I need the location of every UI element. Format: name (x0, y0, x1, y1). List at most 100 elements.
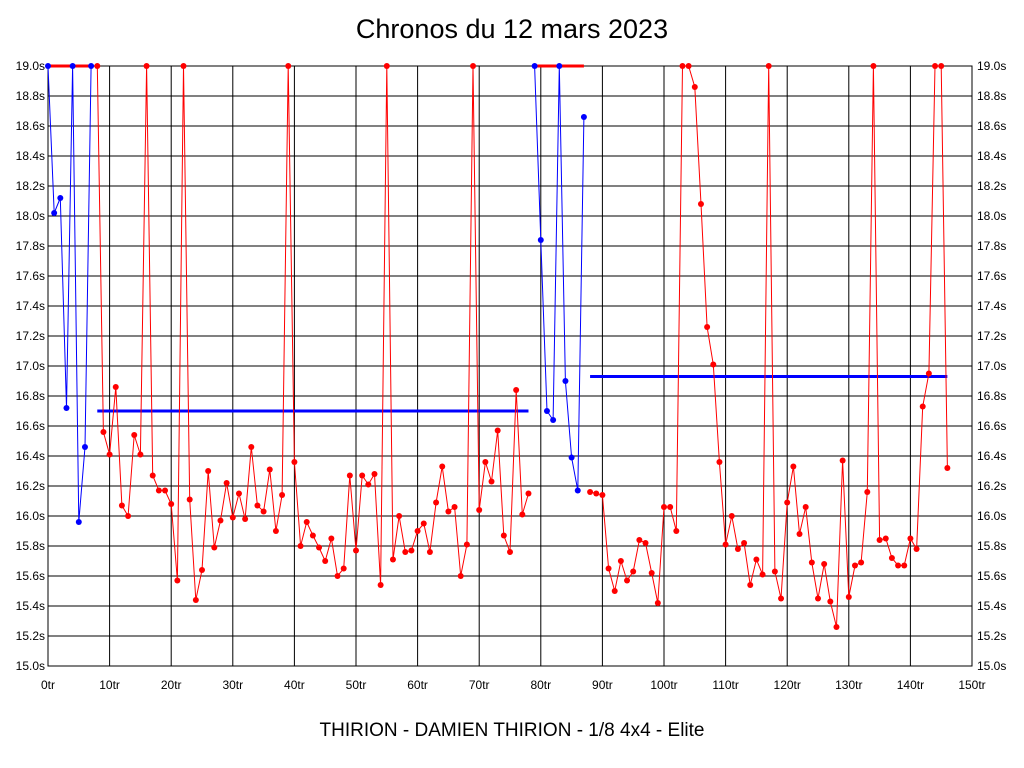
y-tick-label-right: 17.8s (977, 239, 1006, 253)
series-line (534, 65, 585, 491)
y-tick-label-left: 16.6s (16, 419, 45, 433)
data-point (741, 540, 748, 546)
data-point (186, 496, 193, 503)
data-point (716, 459, 723, 465)
y-tick-label-right: 17.0s (977, 359, 1006, 373)
data-point (704, 324, 711, 330)
y-tick-label-left: 15.8s (16, 539, 45, 553)
data-point (593, 490, 600, 497)
data-point (426, 549, 433, 555)
chart-footer: THIRION - DAMIEN THIRION - 1/8 4x4 - Eli… (319, 720, 705, 741)
data-point (617, 558, 624, 564)
y-tick-label-right: 17.2s (977, 329, 1006, 343)
data-point (543, 408, 550, 414)
y-tick-label-right: 16.0s (977, 509, 1006, 523)
data-point (94, 63, 101, 69)
data-point (802, 504, 809, 510)
data-point (174, 577, 181, 584)
data-point (753, 556, 760, 563)
data-point (691, 84, 698, 90)
data-point (340, 565, 347, 572)
data-point (168, 501, 175, 507)
y-tick-label-right: 18.6s (977, 119, 1006, 133)
y-tick-label-right: 19.0s (977, 59, 1006, 73)
data-point (131, 432, 138, 438)
y-tick-label-left: 17.6s (16, 269, 45, 283)
y-tick-label-left: 15.2s (16, 629, 45, 643)
x-tick-label: 150tr (958, 678, 985, 692)
series-group (45, 63, 95, 525)
data-point (285, 63, 292, 69)
data-point (125, 513, 132, 519)
data-point (88, 63, 95, 69)
data-point (845, 594, 852, 600)
data-point (925, 370, 932, 377)
data-point (408, 547, 415, 554)
y-tick-label-left: 17.2s (16, 329, 45, 343)
plot-frame (47, 65, 973, 667)
data-point (654, 600, 661, 606)
data-point (833, 624, 840, 630)
data-point (106, 451, 113, 458)
data-point (359, 472, 366, 479)
data-point (599, 492, 606, 498)
data-point (457, 573, 464, 579)
data-point (223, 480, 230, 486)
data-point (377, 582, 384, 588)
x-tick-label: 130tr (835, 678, 862, 692)
data-point (531, 63, 538, 69)
x-tick-label: 140tr (897, 678, 924, 692)
y-tick-label-left: 18.4s (16, 149, 45, 163)
data-point (882, 535, 889, 542)
data-point (562, 378, 569, 384)
data-point (445, 508, 452, 515)
x-tick-label: 0tr (41, 678, 55, 692)
data-point (316, 544, 323, 551)
x-tick-label: 30tr (222, 678, 243, 692)
y-tick-label-right: 15.6s (977, 569, 1006, 583)
data-point (525, 490, 532, 497)
data-point (636, 537, 643, 543)
data-point (821, 561, 828, 567)
data-point (69, 63, 76, 69)
data-point (248, 444, 255, 450)
y-tick-label-right: 15.0s (977, 659, 1006, 673)
x-tick-label: 80tr (530, 678, 551, 692)
data-point (439, 463, 446, 470)
series-line (96, 65, 529, 601)
data-point (192, 597, 199, 603)
data-point (470, 63, 477, 69)
x-tick-label: 50tr (346, 678, 367, 692)
data-point (679, 63, 686, 69)
data-point (784, 499, 791, 506)
y-tick-label-right: 16.2s (977, 479, 1006, 493)
x-tick-label: 70tr (469, 678, 490, 692)
y-tick-label-right: 18.2s (977, 179, 1006, 193)
x-tick-label: 10tr (99, 678, 120, 692)
data-point (519, 511, 526, 518)
data-point (827, 598, 834, 605)
data-point (815, 595, 821, 602)
series-group (94, 63, 532, 603)
data-point (734, 546, 741, 552)
data-point (229, 514, 236, 521)
data-point (402, 549, 409, 555)
data-point (272, 528, 279, 534)
data-point (81, 444, 88, 450)
data-point (587, 489, 594, 495)
data-point (765, 63, 772, 69)
data-point (673, 528, 680, 534)
axis-ticks: 0tr 10tr 20tr 30tr 40tr 50tr 60tr 70tr 80tr 90tr 1… (16, 59, 1007, 692)
data-point (513, 387, 520, 393)
data-point (476, 507, 483, 513)
y-tick-label-left: 17.0s (16, 359, 45, 373)
y-tick-label-left: 16.2s (16, 479, 45, 493)
y-tick-label-left: 16.8s (16, 389, 45, 403)
data-point (51, 210, 58, 216)
data-point (494, 427, 501, 434)
y-tick-label-left: 17.4s (16, 299, 45, 313)
data-point (235, 490, 242, 497)
data-point (790, 463, 797, 470)
data-point (685, 63, 692, 69)
